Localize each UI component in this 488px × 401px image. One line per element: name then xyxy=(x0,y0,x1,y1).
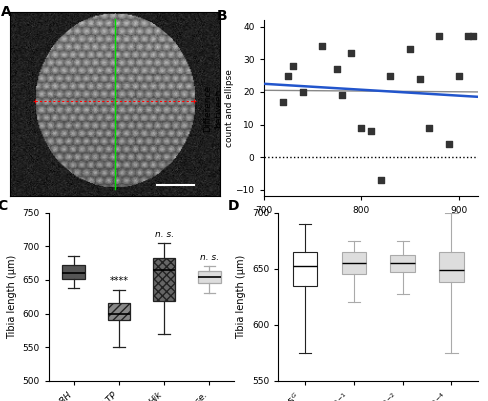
Point xyxy=(279,99,287,105)
Point xyxy=(377,177,385,183)
Point xyxy=(284,73,292,79)
PathPatch shape xyxy=(107,304,130,320)
Point xyxy=(357,125,365,131)
X-axis label: Mean ommatidia nb: Mean ommatidia nb xyxy=(322,220,420,230)
Point xyxy=(455,73,463,79)
Text: C: C xyxy=(0,199,7,213)
Point xyxy=(333,66,341,72)
Point xyxy=(386,73,394,79)
Point xyxy=(416,76,424,82)
Point xyxy=(435,33,443,40)
Point xyxy=(367,128,375,134)
PathPatch shape xyxy=(198,271,221,283)
Point xyxy=(299,89,306,95)
Point xyxy=(338,92,346,98)
PathPatch shape xyxy=(153,258,176,302)
PathPatch shape xyxy=(342,252,366,274)
Point xyxy=(406,46,414,53)
Text: B: B xyxy=(216,10,227,24)
Point xyxy=(318,43,326,49)
PathPatch shape xyxy=(62,265,85,279)
Point xyxy=(347,49,355,56)
Text: ****: **** xyxy=(109,276,128,286)
Y-axis label: Tibia length (µm): Tibia length (µm) xyxy=(7,255,17,339)
PathPatch shape xyxy=(390,255,415,272)
Text: n. s.: n. s. xyxy=(200,253,219,262)
Point xyxy=(469,33,477,40)
Point xyxy=(445,141,453,148)
Point xyxy=(289,63,297,69)
Y-axis label: Tibia length (µm): Tibia length (µm) xyxy=(236,255,246,339)
PathPatch shape xyxy=(439,252,464,282)
Y-axis label: Difference
between
count and ellipse: Difference between count and ellipse xyxy=(203,69,234,147)
Text: D: D xyxy=(228,199,240,213)
Text: A: A xyxy=(1,5,12,19)
Text: n. s.: n. s. xyxy=(155,230,174,239)
Point xyxy=(465,33,472,40)
PathPatch shape xyxy=(293,252,317,286)
Point xyxy=(426,125,433,131)
